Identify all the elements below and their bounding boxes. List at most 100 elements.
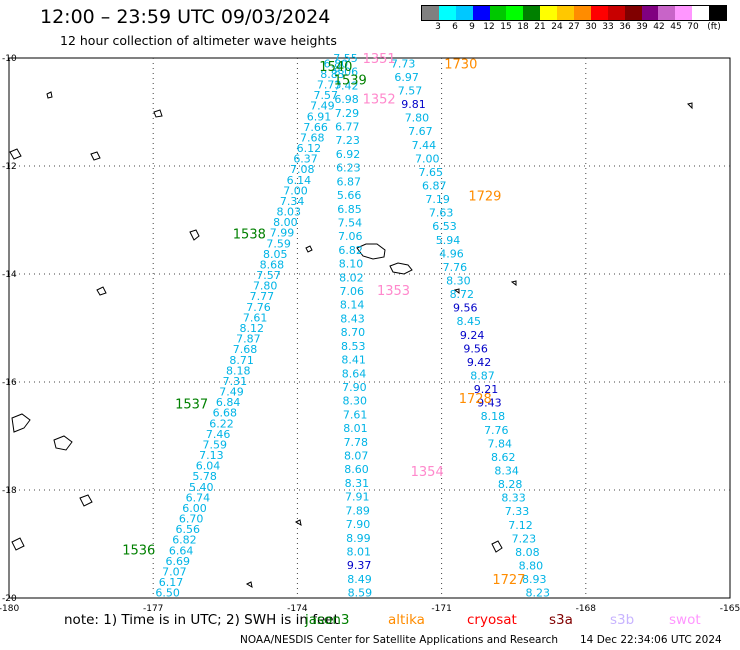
wave-height-label: 6.22 [209,417,234,430]
wave-height-label: 8.70 [341,326,366,339]
wave-height-colorbar [421,5,727,21]
wave-height-label: 8.30 [446,275,471,288]
colorbar-swatch [523,6,541,20]
wave-height-label: 7.80 [405,112,430,125]
wave-height-label: 8.30 [342,395,367,408]
colorbar-label: 70 [687,22,699,32]
wave-height-label: 7.23 [335,134,360,147]
wave-height-label: 6.82 [338,244,363,257]
wave-height-label: 7.80 [253,280,278,293]
x-tick-label: -180 [0,604,19,614]
satellite-s3b: s3b [610,612,635,628]
island-tongatapu [491,540,503,553]
wave-height-label: 8.60 [344,463,369,476]
wave-height-label: 7.06 [340,285,365,298]
wave-height-label: 6.64 [169,544,194,557]
wave-height-label: 8.14 [340,299,365,312]
wave-height-label: 8.62 [491,451,516,464]
wave-height-label: 7.59 [202,438,227,451]
wave-height-label: 8.12 [239,322,264,335]
wave-height-label: 8.06 [334,66,359,79]
wave-height-label: 6.82 [172,534,197,547]
wave-height-label: 4.96 [439,247,464,260]
wave-height-label: 8.87 [470,369,495,382]
wave-height-label: 8.28 [498,478,523,491]
colorbar-label: 6 [452,22,458,32]
wave-height-label: 7.77 [250,290,275,303]
wave-height-label: 6.97 [394,71,419,84]
wave-height-label: 6.80 [324,57,349,70]
island-small-c [687,102,693,110]
wave-height-label: 9.21 [474,383,499,396]
island-samoa [356,243,386,260]
wave-height-label: 7.49 [310,100,335,113]
generation-timestamp: 14 Dec 22:34:06 UTC 2024 [580,634,722,646]
wave-height-label: 7.00 [283,184,308,197]
x-tick-label: -165 [720,604,740,614]
x-tick-label: -174 [287,604,308,614]
wave-height-label: 6.87 [422,180,447,193]
wave-height-label: 7.90 [346,518,371,531]
island-lau-1 [79,494,93,507]
wave-height-label: 8.33 [501,492,526,505]
colorbar-label: 42 [653,22,665,32]
wave-height-label: 8.72 [450,288,475,301]
wave-height-label: 8.80 [519,559,544,572]
wave-height-label: 8.83 [320,68,345,81]
wave-height-label: 8.59 [348,587,373,600]
wave-height-label: 6.37 [293,153,318,166]
wave-height-label: 6.17 [159,576,184,589]
wave-height-label: 6.77 [335,121,360,134]
wave-height-label: 7.42 [334,79,359,92]
wave-height-label: 7.12 [508,519,533,532]
wave-height-label: 8.18 [481,410,506,423]
y-tick-label: -16 [2,378,17,388]
island-small-g [294,519,302,527]
wave-height-label: 6.85 [337,203,362,216]
wave-height-label: 6.23 [336,162,361,175]
wave-height-label: 7.84 [488,437,513,450]
island-vanua-levu [11,413,31,433]
wave-height-label: 7.34 [280,195,305,208]
pass-time-label: 1729 [468,190,501,205]
pass-time-label: 1353 [377,284,410,299]
island-swains [305,245,313,253]
satellite-swot: swot [669,612,701,628]
map-title: 12:00 – 23:59 UTC 09/03/2024 [40,6,331,28]
island-small-a [46,91,53,99]
colorbar-swatch [675,6,693,20]
island-taveuni [53,435,73,451]
wave-height-label: 9.24 [460,329,485,342]
wave-height-label: 6.04 [196,460,221,473]
colorbar-label: 15 [500,22,512,32]
wave-height-label: 6.53 [432,220,457,233]
colorbar-swatch [489,6,507,20]
wave-height-label: 6.74 [186,491,211,504]
wave-height-label: 7.06 [338,230,363,243]
x-tick-label: -171 [431,604,451,614]
wave-height-label: 8.53 [341,340,366,353]
satellite-jason3: jason3 [305,612,350,628]
coastlines [9,91,693,589]
wave-height-label: 7.33 [505,505,530,518]
colorbar-label: 18 [517,22,529,32]
wave-height-label: 7.61 [343,408,368,421]
island-uvea [189,229,200,241]
island-nui [9,148,22,160]
island-tutuila [389,262,413,275]
wave-height-label: 5.94 [436,234,461,247]
wave-height-label: 6.84 [216,396,241,409]
y-tick-label: -20 [2,594,17,604]
wave-height-label: 8.00 [273,216,298,229]
wave-height-label: 5.40 [189,481,214,494]
colorbar-label: 3 [435,22,441,32]
x-tick-label: -177 [143,604,163,614]
wave-height-label: 8.31 [345,477,370,490]
wave-height-label: 7.00 [415,152,440,165]
axis-tick-labels: -180 -177 -174 -171 -168 -165 -10 -12 -14 -16 -18 -… [0,54,740,614]
wave-height-label: 7.29 [335,107,360,120]
wave-height-label: 7.49 [219,386,244,399]
wave-height-label: 7.76 [443,261,468,274]
wave-height-label: 7.68 [300,131,325,144]
